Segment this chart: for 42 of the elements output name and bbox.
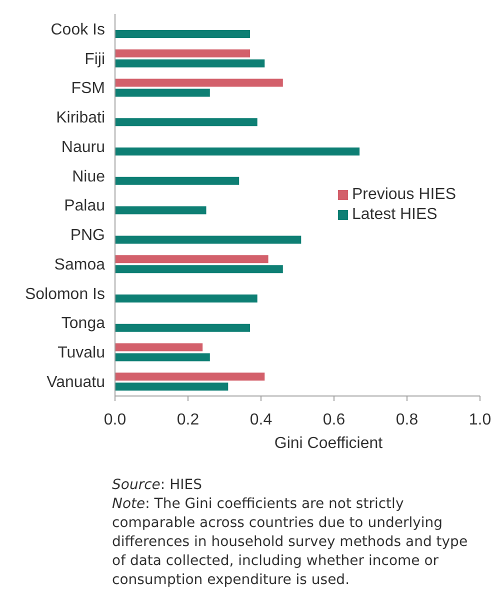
- bar: [115, 353, 210, 362]
- bar: [115, 118, 258, 126]
- bar: [115, 294, 258, 302]
- x-tick-label: 0.4: [250, 411, 272, 428]
- bar: [115, 255, 268, 264]
- x-axis-title: Gini Coefficient: [274, 435, 384, 452]
- y-tick-label: Cook Is: [50, 21, 105, 38]
- bar: [115, 59, 265, 68]
- y-tick-label: Kiribati: [56, 110, 105, 127]
- y-tick-label: Niue: [72, 168, 106, 186]
- bar: [115, 324, 250, 332]
- bar: [115, 176, 240, 185]
- bar: [115, 372, 265, 381]
- x-tick-label: 0.2: [176, 411, 200, 428]
- y-tick-label: Vanuatu: [46, 374, 105, 391]
- legend-label: Previous HIES: [352, 186, 456, 203]
- bar: [115, 88, 210, 97]
- x-tick-label: 0.6: [322, 411, 346, 428]
- y-tick-label: Tuvalu: [58, 344, 105, 362]
- y-tick-label: Samoa: [54, 256, 106, 274]
- bar: [115, 78, 283, 87]
- y-tick-label: Palau: [64, 198, 105, 215]
- y-tick-label: Tonga: [61, 315, 106, 332]
- legend-label: Latest HIES: [352, 206, 438, 223]
- x-tick-label: 0.8: [396, 411, 418, 428]
- bar: [115, 382, 228, 391]
- bar: [115, 206, 206, 214]
- y-tick-label: PNG: [70, 227, 105, 244]
- bar: [115, 30, 250, 38]
- x-tick-label: 0.0: [104, 411, 126, 428]
- source-note: Source: HIES: [112, 477, 202, 493]
- bar: [115, 265, 283, 274]
- bar: [115, 236, 302, 244]
- y-tick-label: Fiji: [84, 50, 105, 68]
- x-tick-label: 1.0: [468, 411, 492, 428]
- bar: [115, 148, 360, 156]
- y-tick-label: Nauru: [61, 138, 105, 156]
- y-tick-label: FSM: [71, 80, 105, 98]
- bar: [115, 49, 250, 58]
- y-tick-label: Solomon Is: [24, 286, 105, 303]
- text: Note: The Gini coefficients are not strictly comparable across countries due to underlying differences in household survey methods and type of data collected, including whether income or consumption expenditure is used.: [112, 496, 468, 588]
- bar: [115, 343, 203, 352]
